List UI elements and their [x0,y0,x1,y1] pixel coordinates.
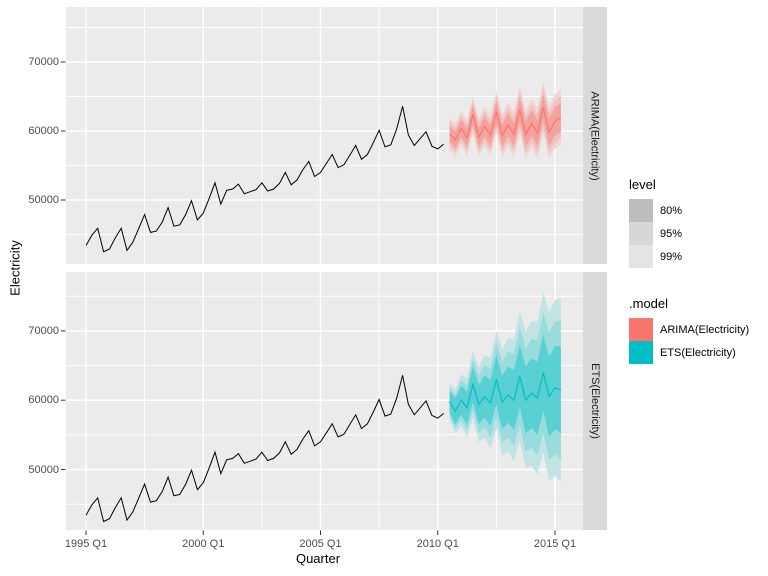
legend-level-item: 99% [629,245,682,268]
facet-strip-arima-label: ARIMA(Electricity) [589,90,602,181]
x-tick-label: 2010 Q1 [416,538,459,550]
legend-model-label: ETS(Electricity) [660,346,736,359]
legend-level-swatch-0 [629,199,653,222]
legend-level-title: level [629,177,656,192]
y-axis-title: Electricity [7,240,23,296]
legend-level-swatch-2 [629,245,653,268]
legend-level: level 80% 95% 99% [629,177,682,268]
x-axis-title: Quarter [295,551,341,566]
legend-level-item: 95% [629,222,682,245]
y-tick-label: 60000 [28,394,59,407]
legend-level-label: 80% [660,204,683,217]
facet-strip-ets: ETS(Electricity) [583,272,607,530]
y-tick-label: 50000 [28,194,59,206]
legend-level-items: 80% 95% 99% [629,199,682,268]
legend-model-item: ETS(Electricity) [629,341,749,364]
x-tick-label: 2005 Q1 [299,538,342,550]
legend-level-swatch-1 [629,222,653,245]
x-tick-label: 2000 Q1 [182,538,225,550]
x-tick-label: 2015 Q1 [533,538,577,550]
facet-strip-ets-label: ETS(Electricity) [589,363,601,439]
legend-model-label: ARIMA(Electricity) [660,323,750,336]
y-tick-label: 70000 [28,56,59,68]
facet-strip-arima: ARIMA(Electricity) [583,7,607,264]
legend-model-item: ARIMA(Electricity) [629,318,749,341]
legend-model-swatch-0 [629,318,653,341]
y-tick-label: 50000 [28,463,59,476]
legend-model-items: ARIMA(Electricity) ETS(Electricity) [629,318,749,364]
legend-model: .model ARIMA(Electricity) ETS(Electricity… [629,296,749,364]
legend-level-label: 99% [660,250,683,263]
y-tick-label: 60000 [28,125,59,137]
legend-level-item: 80% [629,199,682,222]
legend-model-title: .model [629,296,669,311]
legend-level-label: 95% [660,227,683,240]
legend-model-swatch-1 [629,341,653,364]
y-tick-label: 70000 [28,324,59,337]
x-tick-label: 1995 Q1 [64,538,108,550]
